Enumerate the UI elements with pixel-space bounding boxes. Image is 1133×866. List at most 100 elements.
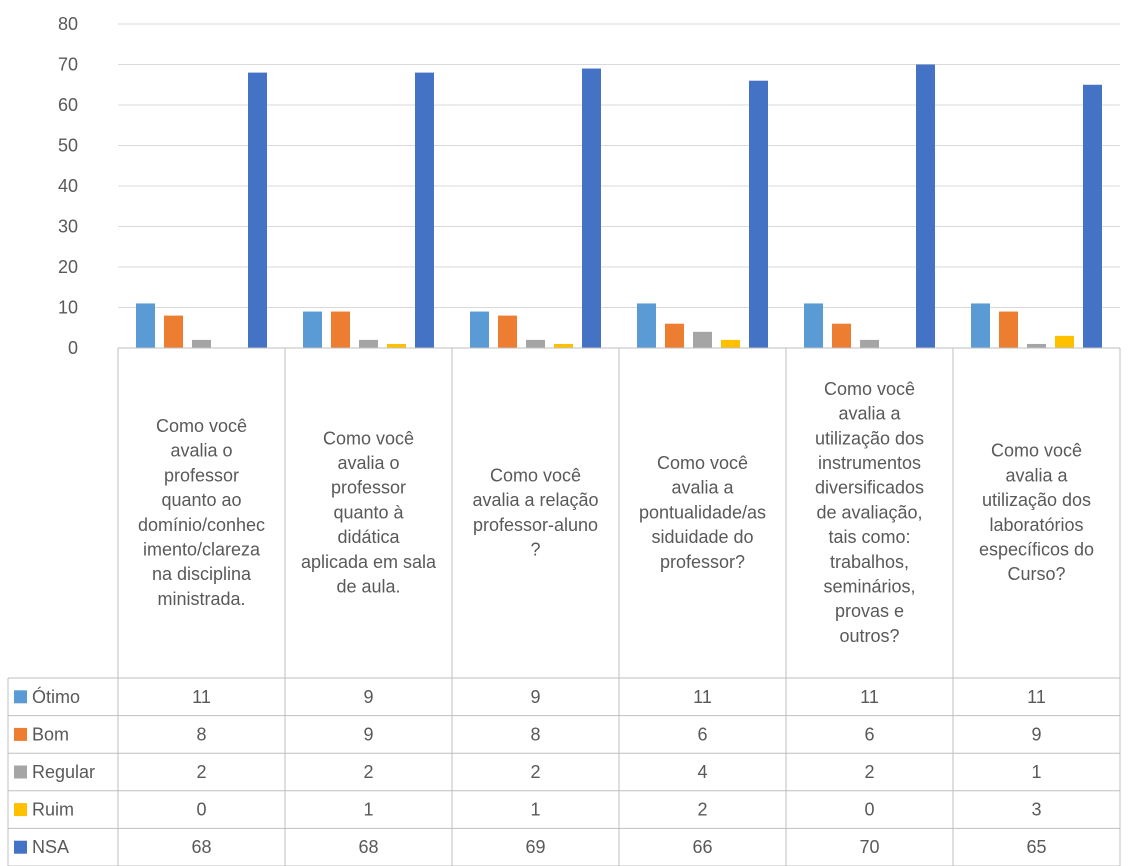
category-label: na disciplina — [152, 564, 252, 584]
y-tick-label: 10 — [58, 298, 78, 318]
bar-otimo — [303, 311, 322, 348]
bar-nsa — [582, 68, 601, 349]
bar-otimo — [804, 303, 823, 348]
table-cell-value: 1 — [1031, 762, 1041, 782]
legend-swatch — [14, 840, 27, 854]
legend-label: Ótimo — [32, 686, 80, 707]
bar-ruim — [387, 343, 406, 348]
bar-ruim — [721, 339, 740, 348]
bar-otimo — [971, 303, 990, 348]
table-cell-value: 66 — [692, 837, 712, 857]
category-label: seminários, — [823, 577, 915, 597]
category-label: professor — [164, 465, 239, 485]
table-cell-value: 9 — [363, 687, 373, 707]
category-label: professor-aluno — [473, 515, 598, 535]
category-label: avalia a — [838, 404, 901, 424]
bar-nsa — [916, 64, 935, 348]
table-cell-value: 2 — [363, 762, 373, 782]
table-cell-value: 0 — [196, 800, 206, 820]
bar-otimo — [136, 303, 155, 348]
category-label: pontualidade/as — [639, 502, 766, 522]
y-tick-label: 0 — [68, 338, 78, 358]
y-tick-label: 30 — [58, 217, 78, 237]
category-label: Curso? — [1007, 564, 1065, 584]
legend-swatch — [14, 690, 27, 704]
table-cell-value: 1 — [530, 800, 540, 820]
y-tick-label: 40 — [58, 176, 78, 196]
category-label: utilização dos — [815, 428, 924, 448]
legend-swatch — [14, 803, 27, 817]
table-cell-value: 11 — [693, 687, 712, 707]
bar-bom — [164, 315, 183, 348]
table-cell-value: 65 — [1026, 837, 1046, 857]
bar-regular — [192, 339, 211, 348]
table-cell-value: 11 — [192, 687, 211, 707]
table-cell-value: 9 — [1031, 724, 1041, 744]
table-cell-value: 2 — [530, 762, 540, 782]
legend-label: Regular — [32, 762, 95, 782]
table-cell-value: 2 — [697, 800, 707, 820]
table-cell-value: 4 — [697, 762, 707, 782]
category-label: Como você — [657, 453, 748, 473]
y-tick-label: 80 — [58, 14, 78, 34]
bar-regular — [860, 339, 879, 348]
legend-swatch — [14, 765, 27, 779]
category-label: professor — [331, 478, 406, 498]
bar-regular — [693, 331, 712, 348]
category-label: avalia o — [337, 453, 399, 473]
bar-nsa — [248, 72, 267, 348]
category-label: domínio/conhec — [138, 515, 265, 535]
bar-ruim — [1055, 335, 1074, 348]
bar-nsa — [415, 72, 434, 348]
table-cell-value: 1 — [363, 800, 373, 820]
bar-regular — [1027, 343, 1046, 348]
gridlines — [118, 23, 1120, 308]
y-axis-ticks: 0 10 20 30 40 50 60 70 80 — [58, 14, 78, 358]
data-table: Como você avalia o professor quanto ao domín… — [7, 347, 1121, 866]
category-label: diversificados — [815, 478, 924, 498]
category-label: ministrada. — [157, 589, 245, 609]
category-label: avalia a relação — [472, 490, 598, 510]
bar-otimo — [470, 311, 489, 348]
bar-regular — [526, 339, 545, 348]
category-label: instrumentos — [818, 453, 921, 473]
bar-nsa — [1083, 84, 1102, 348]
category-label: provas e — [835, 601, 904, 621]
table-cell-value: 8 — [196, 724, 206, 744]
category-label: laboratórios — [989, 515, 1083, 535]
table-cell-value: 2 — [864, 762, 874, 782]
legend-label: Ruim — [32, 800, 74, 820]
table-cell-value: 68 — [191, 837, 211, 857]
table-cell-value: 70 — [859, 837, 879, 857]
table-cell-value: 6 — [864, 724, 874, 744]
category-label: professor? — [660, 552, 745, 572]
table-cell-value: 11 — [860, 687, 879, 707]
category-label: de aula. — [336, 577, 400, 597]
category-label: imento/clareza — [143, 539, 261, 559]
legend-swatch — [14, 727, 27, 741]
bar-bom — [832, 323, 851, 348]
category-label: outros? — [839, 626, 899, 646]
table-cell-value: 9 — [530, 687, 540, 707]
bar-nsa — [749, 80, 768, 348]
table-cell-value: 6 — [697, 724, 707, 744]
bar-bom — [665, 323, 684, 348]
bar-bom — [498, 315, 517, 348]
y-tick-label: 70 — [58, 55, 78, 75]
category-label: específicos do — [979, 539, 1094, 559]
category-label: avalia a — [671, 478, 734, 498]
category-label: utilização dos — [982, 490, 1091, 510]
category-label: Como você — [156, 416, 247, 436]
category-label: siduidade do — [651, 527, 753, 547]
bar-bom — [331, 311, 350, 348]
category-label: ? — [530, 539, 540, 559]
table-cell-value: 68 — [358, 837, 378, 857]
legend-label: Bom — [32, 724, 69, 744]
category-label: avalia a — [1005, 465, 1068, 485]
category-label: didática — [337, 527, 400, 547]
table-cell-value: 0 — [864, 800, 874, 820]
category-label: quanto ao — [161, 490, 241, 510]
category-label: de avaliação, — [816, 502, 922, 522]
category-label: aplicada em sala — [301, 552, 437, 572]
